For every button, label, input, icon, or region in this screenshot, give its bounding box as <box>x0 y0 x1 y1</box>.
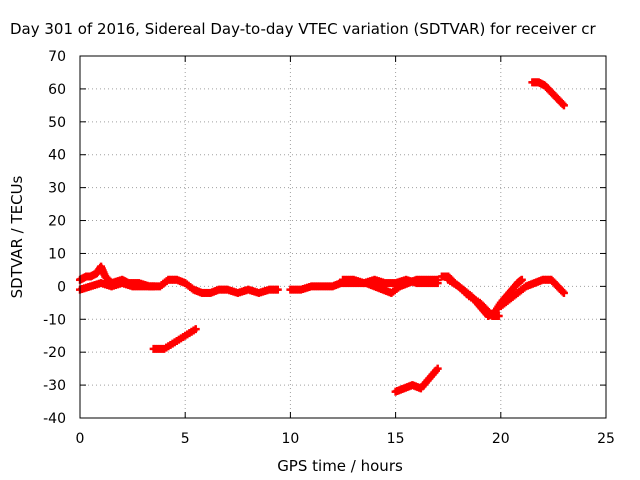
x-tick-label: 25 <box>597 431 615 447</box>
data-point-evening-arc-2 <box>494 311 503 320</box>
y-tick-label: 70 <box>48 49 66 65</box>
y-tick-label: -10 <box>43 312 66 328</box>
plot-frame <box>79 55 607 419</box>
data-point-late-arc <box>559 288 568 297</box>
y-tick-label: 60 <box>48 82 66 98</box>
chart-title: Day 301 of 2016, Sidereal Day-to-day VTE… <box>10 20 597 38</box>
data-point-main-arc <box>273 285 282 294</box>
x-tick-label: 5 <box>181 431 190 447</box>
x-tick-label: 10 <box>281 431 299 447</box>
y-tick-label: 40 <box>48 148 66 164</box>
y-axis-label: SDTVAR / TECUs <box>8 175 26 298</box>
data-point-high-arc <box>558 100 567 109</box>
x-axis-label: GPS time / hours <box>277 457 403 475</box>
data-point-evening-arc <box>517 275 526 284</box>
y-tick-label: -20 <box>43 345 66 361</box>
y-tick-label: 30 <box>48 181 66 197</box>
data-point-high-arc <box>559 101 568 110</box>
y-tick-label: 50 <box>48 115 66 131</box>
y-tick-label: 0 <box>57 279 66 295</box>
data-point-mid-arc-2 <box>433 279 442 288</box>
x-tick-label: 20 <box>492 431 510 447</box>
data-point-late-arc <box>558 287 567 296</box>
y-tick-label: -40 <box>43 411 66 427</box>
x-tick-label: 15 <box>387 431 405 447</box>
y-tick-label: -30 <box>43 378 66 394</box>
y-tick-label: 10 <box>48 246 66 262</box>
data-point-low-arc-2 <box>433 364 442 373</box>
data-point-main-arc-2 <box>149 282 158 291</box>
grid-lines <box>80 56 606 418</box>
data-point-low-arc-1 <box>191 325 200 334</box>
y-tick-label: 20 <box>48 214 66 230</box>
data-markers <box>76 78 568 396</box>
x-tick-label: 0 <box>76 431 85 447</box>
